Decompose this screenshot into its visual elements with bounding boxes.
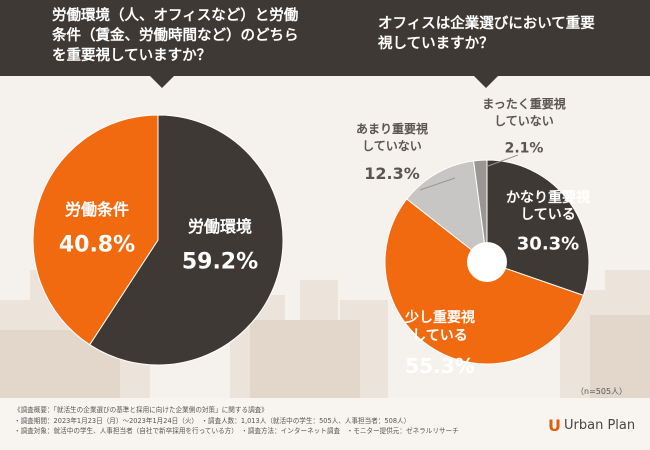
left-question-title: 労働環境（人、オフィスなど）と労働条件（賃金、労働時間など）のどちらを重要視して…	[52, 8, 299, 64]
footer-line: ・調査期間：2023年1月23日（月）～2023年1月24日（火） ・調査人数：…	[14, 416, 411, 425]
leader-line	[487, 154, 519, 167]
slice-value-label: 40.8%	[59, 233, 135, 258]
right-banner-pointer	[474, 76, 498, 88]
donut-hole	[467, 242, 507, 282]
slice-label: まったく重要視	[482, 96, 566, 111]
pie-slice-3	[406, 160, 488, 264]
slice-label: している	[412, 328, 468, 344]
pie-slice-2	[32, 114, 159, 346]
slice-label: かなり重要視	[506, 189, 590, 206]
brand-name: Urban Plan	[564, 418, 636, 433]
slice-label: していない	[494, 114, 554, 128]
right-question-title: オフィスは企業選びにおいて重要視していますか？	[378, 16, 595, 52]
pie-slice-1	[89, 114, 284, 366]
slice-label: あまり重要視	[356, 121, 428, 136]
slice-label: している	[520, 207, 576, 223]
brand-logo: U Urban Plan	[548, 416, 635, 435]
slice-label: していない	[362, 139, 422, 153]
pie-slice-4	[473, 159, 488, 263]
brand-mark-icon: U	[548, 416, 561, 435]
slice-value-label: 2.1%	[505, 141, 544, 157]
leader-line	[419, 177, 456, 191]
footer-line: 《調査概要：「就活生の企業選びの基準と採用に向けた企業側の対策」に関する調査》	[14, 406, 268, 414]
slice-value-label: 12.3%	[364, 164, 420, 183]
slice-label: 労働条件	[65, 200, 129, 219]
footer-line: ・調査対象：就活中の学生、人事担当者（自社で新卒採用を行っている方） ・調査方法…	[14, 427, 459, 435]
header-banner	[0, 0, 650, 76]
survey-footer: 《調査概要：「就活生の企業選びの基準と採用に向けた企業側の対策」に関する調査》 …	[14, 405, 534, 437]
left-banner-pointer	[150, 76, 174, 88]
slice-label: 少し重要視	[404, 309, 475, 326]
pie-slice-1	[486, 159, 590, 296]
slice-label: 労働環境	[188, 217, 252, 236]
slice-value-label: 59.2%	[182, 250, 258, 275]
slice-value-label: 30.3%	[517, 234, 579, 255]
sample-size-note: （n=505人）	[576, 387, 628, 396]
pie-chart-work-priority: 労働環境 59.2% 労働条件 40.8%	[32, 114, 284, 366]
slice-value-label: 55.3%	[405, 354, 474, 378]
donut-chart-office-importance: かなり重要視している30.3%少し重要視している55.3%あまり重要視していない…	[356, 96, 590, 378]
